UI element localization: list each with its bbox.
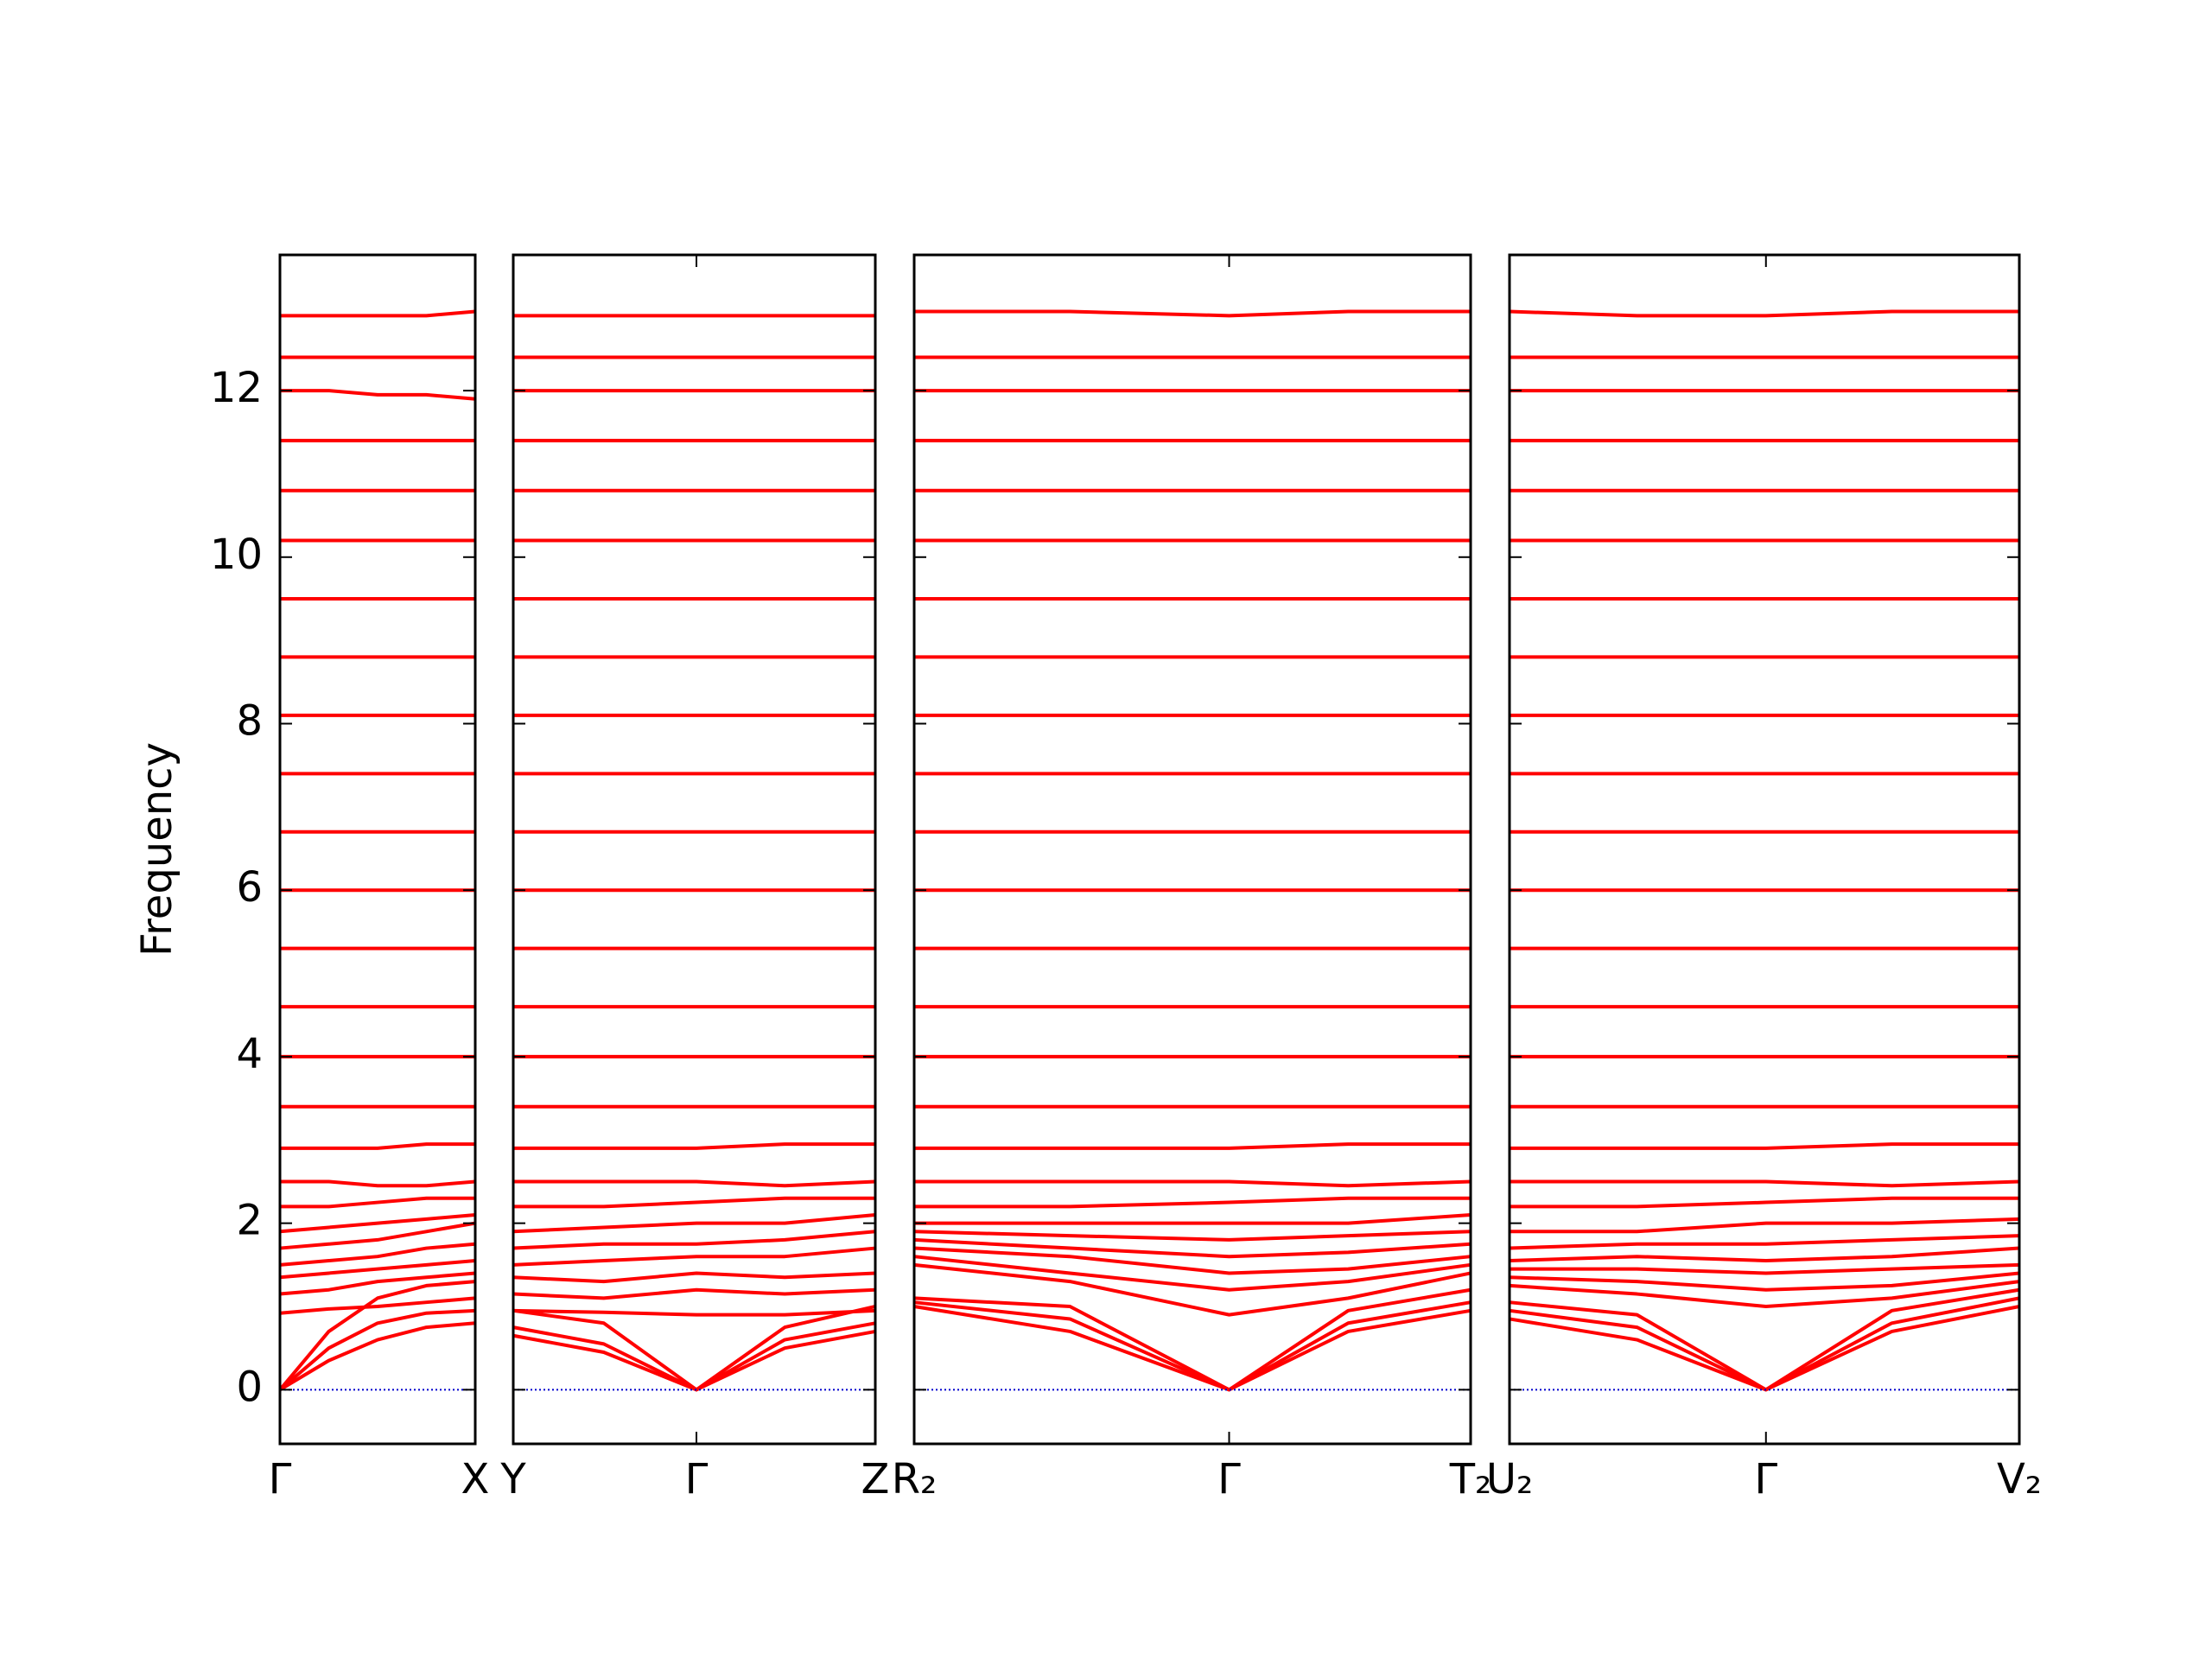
band-line (913, 1287, 1471, 1392)
band-line (1510, 1142, 2019, 1150)
band-line (280, 1142, 475, 1150)
x-tick-label: R₂ (892, 1455, 938, 1503)
band-line (513, 1179, 876, 1188)
band-line (1509, 1234, 2020, 1250)
band-line (512, 1213, 876, 1234)
x-tick-label: Γ (269, 1455, 292, 1503)
band-line (1509, 1280, 2020, 1309)
plot-frame (912, 253, 1472, 1446)
band-line (1509, 1271, 2020, 1292)
band-line (914, 1213, 1471, 1225)
y-tick-label: 4 (236, 1030, 263, 1078)
band-line (914, 309, 1471, 318)
band-line (512, 1271, 876, 1284)
band-line (1509, 1246, 2020, 1263)
band-line (512, 1287, 876, 1300)
band-line (280, 1179, 476, 1188)
band-line (1510, 1196, 2019, 1209)
band-line (913, 1305, 1471, 1392)
x-tick-label: V₂ (1997, 1455, 2042, 1503)
band-line (280, 1196, 475, 1209)
band-line (1510, 1217, 2020, 1234)
y-tick-label: 0 (236, 1363, 263, 1411)
y-axis-label: Frequency (133, 742, 181, 957)
band-line (280, 309, 476, 318)
band-line (279, 1213, 476, 1234)
y-tick-label: 6 (236, 863, 263, 912)
x-tick-label: Y (499, 1455, 526, 1503)
band-line (279, 1259, 476, 1280)
band-line (1509, 1296, 2020, 1392)
plot-frame (512, 253, 877, 1446)
band-line (512, 1246, 876, 1267)
band-line (914, 1196, 1471, 1209)
band-line (279, 1242, 476, 1267)
x-tick-label: T₂ (1449, 1455, 1492, 1503)
x-tick-label: U₂ (1486, 1455, 1533, 1503)
y-tick-label: 12 (210, 364, 263, 412)
band-line (913, 1246, 1471, 1275)
band-line (1510, 1262, 2020, 1275)
x-tick-label: Γ (685, 1455, 709, 1503)
band-line (1509, 309, 2019, 318)
band-line (278, 1321, 476, 1392)
band-line (279, 1296, 476, 1315)
x-tick-label: Γ (1217, 1455, 1241, 1503)
band-line (913, 1255, 1471, 1292)
band-line (913, 1262, 1471, 1317)
band-line (914, 1142, 1471, 1150)
band-line (914, 1179, 1471, 1188)
x-tick-label: Γ (1754, 1455, 1777, 1503)
y-tick-label: 2 (236, 1197, 263, 1245)
y-tick-label: 8 (236, 696, 263, 745)
band-line (513, 1142, 875, 1150)
band-line (278, 1308, 476, 1391)
band-line (913, 1237, 1471, 1259)
band-line (512, 1305, 876, 1392)
band-line (280, 389, 476, 401)
band-line (278, 1280, 476, 1391)
band-line (512, 1230, 876, 1250)
band-line (913, 1230, 1471, 1242)
band-line (512, 1308, 876, 1317)
band-line (279, 1221, 476, 1250)
band-line (279, 1271, 476, 1296)
band-line (1510, 1179, 2020, 1188)
plot-frame (278, 253, 477, 1446)
band-line (513, 1196, 875, 1209)
x-tick-label: Z (861, 1455, 890, 1503)
y-tick-label: 10 (210, 531, 263, 579)
plot-frame (1508, 253, 2021, 1446)
band-line (512, 1321, 876, 1392)
band-line (512, 1329, 876, 1392)
x-tick-label: X (461, 1455, 490, 1503)
